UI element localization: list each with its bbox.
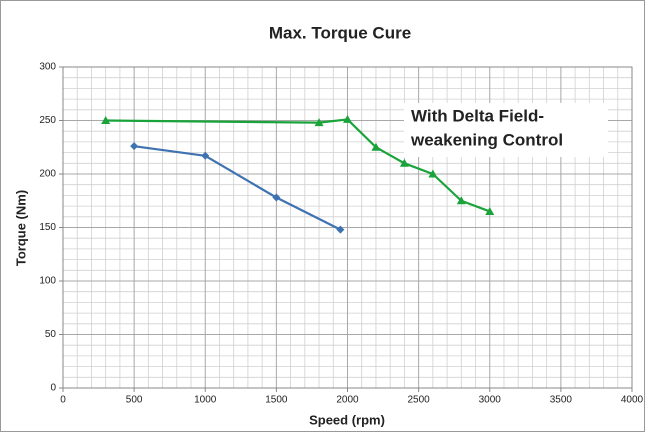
data-point	[343, 114, 352, 123]
chart-title: Max. Torque Cure	[269, 23, 411, 42]
data-point	[456, 196, 466, 205]
x-tick-label: 0	[60, 395, 66, 406]
y-tick-label: 100	[39, 276, 56, 287]
x-tick-label: 3500	[550, 395, 573, 406]
x-tick-label: 1500	[265, 395, 288, 406]
x-tick-label: 1000	[194, 395, 217, 406]
y-tick-label: 50	[45, 329, 57, 340]
annotation: weakening Control	[410, 130, 563, 149]
data-point	[314, 118, 324, 127]
x-tick-label: 2500	[408, 395, 431, 406]
y-tick-label: 0	[50, 383, 56, 394]
series-line	[133, 145, 341, 231]
y-axis-label: Torque (Nm)	[13, 190, 28, 266]
series-line	[105, 118, 491, 213]
data-point	[101, 116, 111, 124]
annotation-box	[404, 103, 608, 157]
x-axis-label: Speed (rpm)	[309, 412, 385, 427]
x-tick-label: 4000	[621, 395, 644, 406]
data-point	[485, 206, 495, 215]
data-point	[399, 158, 409, 167]
y-tick-label: 200	[39, 169, 56, 180]
y-tick-label: 250	[39, 115, 56, 126]
data-point	[272, 193, 281, 202]
x-tick-label: 2000	[336, 395, 359, 406]
y-tick-label: 300	[39, 62, 56, 73]
data-point	[428, 169, 438, 178]
plot-border	[62, 66, 633, 389]
x-tick-label: 3000	[479, 395, 502, 406]
data-point	[130, 142, 139, 151]
data-point	[201, 151, 210, 160]
annotation: With Delta Field-	[411, 106, 544, 125]
x-tick-label: 500	[126, 395, 143, 406]
y-tick-label: 150	[39, 222, 56, 233]
data-point	[336, 225, 345, 234]
data-point	[371, 142, 381, 151]
